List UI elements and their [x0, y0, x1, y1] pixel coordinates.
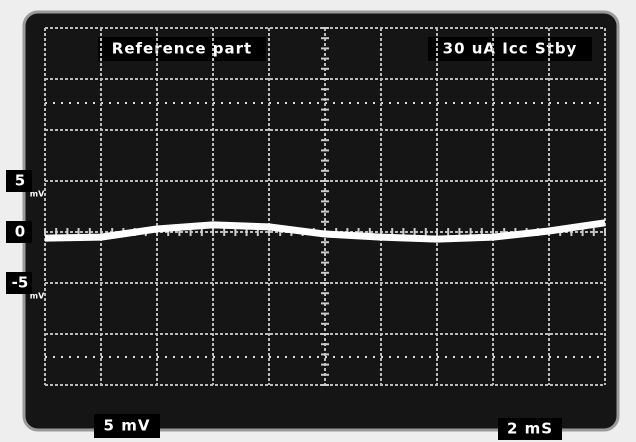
vertical-scale-label: 5 mV [104, 417, 151, 435]
y-unit-label: mV [30, 190, 45, 199]
tick-label-box [6, 170, 32, 192]
trace [44, 219, 606, 243]
y-unit-label: mV [30, 292, 45, 301]
title-box [98, 37, 266, 61]
subtitle-box [428, 37, 592, 61]
tscale-box [498, 418, 562, 440]
chart-subtitle: 30 uA Icc Stby [443, 40, 578, 58]
time-scale-label: 2 mS [507, 420, 553, 438]
y-tick-label: -5 [12, 274, 29, 292]
y-tick-label: 5 [15, 172, 25, 190]
tick-label-box [6, 221, 32, 243]
y-tick-label: 0 [15, 223, 25, 241]
vscale-box [94, 414, 160, 438]
chart-title: Reference part [112, 40, 252, 58]
tick-label-box [6, 272, 32, 294]
